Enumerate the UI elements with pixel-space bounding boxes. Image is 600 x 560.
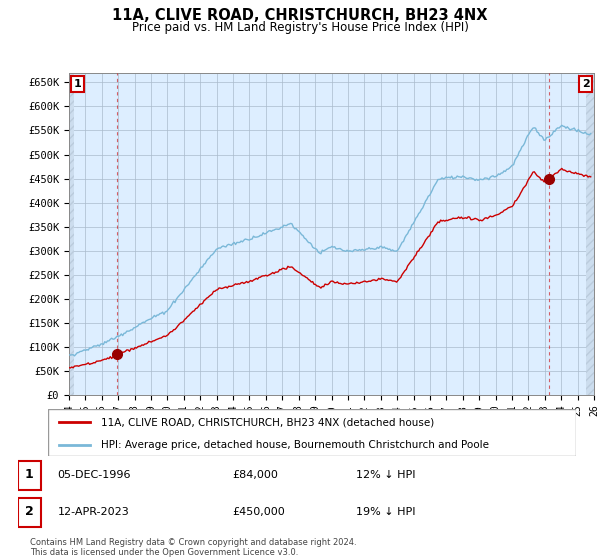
Text: Price paid vs. HM Land Registry's House Price Index (HPI): Price paid vs. HM Land Registry's House … [131,21,469,34]
Text: 11A, CLIVE ROAD, CHRISTCHURCH, BH23 4NX: 11A, CLIVE ROAD, CHRISTCHURCH, BH23 4NX [112,8,488,24]
Text: 1: 1 [25,468,34,481]
Text: 12% ↓ HPI: 12% ↓ HPI [356,470,416,479]
Text: 2: 2 [25,505,34,518]
FancyBboxPatch shape [18,498,41,527]
Text: £84,000: £84,000 [232,470,278,479]
Bar [586,73,594,395]
Text: 19% ↓ HPI: 19% ↓ HPI [356,507,416,517]
Text: 05-DEC-1996: 05-DEC-1996 [58,470,131,479]
Text: 12-APR-2023: 12-APR-2023 [58,507,129,517]
Text: £450,000: £450,000 [232,507,285,517]
Text: Contains HM Land Registry data © Crown copyright and database right 2024.
This d: Contains HM Land Registry data © Crown c… [30,538,356,557]
Text: 1: 1 [73,79,81,89]
FancyBboxPatch shape [48,409,576,456]
Text: HPI: Average price, detached house, Bournemouth Christchurch and Poole: HPI: Average price, detached house, Bour… [101,440,489,450]
Text: 2: 2 [582,79,590,89]
FancyBboxPatch shape [18,460,41,490]
Text: 11A, CLIVE ROAD, CHRISTCHURCH, BH23 4NX (detached house): 11A, CLIVE ROAD, CHRISTCHURCH, BH23 4NX … [101,417,434,427]
Bar [69,73,74,395]
